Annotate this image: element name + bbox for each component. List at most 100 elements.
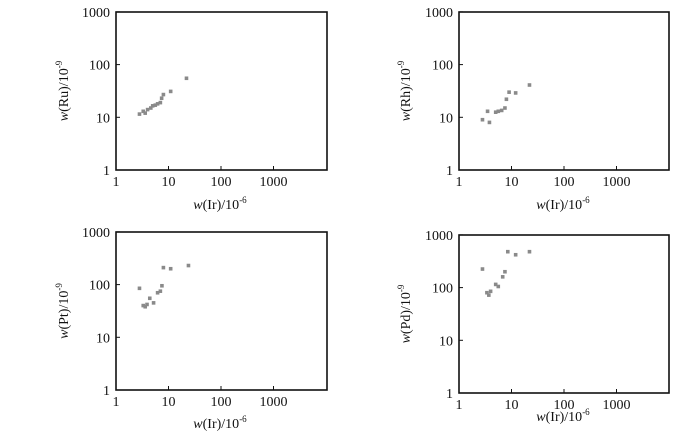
data-point [155,290,160,295]
x-axis-label: w(Ir)/10-6 [536,407,590,425]
y-tick-label: 10 [439,334,453,349]
data-point [527,249,532,254]
x-tick-label: 100 [211,175,232,190]
data-point [143,304,148,309]
data-point [158,289,163,293]
y-axis-label-exponent: -9 [54,283,64,291]
x-axis-label: w(Ir)/10-6 [536,195,590,213]
data-point [161,92,166,97]
data-point [153,103,158,107]
y-tick-label: 100 [432,282,453,297]
data-point [487,120,492,125]
y-tick-label: 1 [446,387,453,402]
x-tick-label: 10 [162,175,176,190]
y-axis-label-exponent: -9 [396,60,406,68]
data-point [488,289,493,294]
x-tick-label: 1 [113,395,120,410]
x-axis-label: w(Ir)/10-6 [193,414,247,432]
x-axis-label-text: (Ir)/10 [546,410,583,425]
x-axis-label: w(Ir)/10-6 [193,195,247,213]
data-point [141,303,146,308]
plot-frame [115,11,328,171]
y-axis-label-text: (Rh)/10 [399,68,414,112]
plot-frame [115,231,328,391]
plot-frame [458,11,670,171]
x-axis-label-exponent: -6 [582,195,590,205]
data-point [158,100,163,105]
data-point [507,90,511,94]
x-tick-label: 100 [554,398,575,413]
x-tick-label: 100 [211,395,232,410]
x-tick-label: 10 [505,398,519,413]
data-point [493,110,498,114]
data-point [141,109,146,114]
data-point [513,91,518,95]
y-tick-label: 1000 [425,229,453,244]
y-axis-label-text: (Pt)/10 [57,291,72,330]
y-axis-label-exponent: -9 [396,284,406,292]
x-tick-label: 100 [554,175,575,190]
y-axis-label-text: (Ru)/10 [57,68,72,112]
x-axis-label-text: (Ir)/10 [203,417,240,432]
y-axis-label: w(Ru)/10-9 [54,60,72,121]
data-point [527,83,532,87]
y-axis-label-italic: w [57,329,72,339]
y-tick-label: 100 [89,59,110,74]
data-point [513,252,518,257]
x-axis-label-italic: w [536,410,546,425]
y-axis-label-italic: w [399,333,414,343]
y-tick-label: 10 [96,331,110,346]
data-point [155,102,160,106]
data-point [145,107,150,112]
data-point [487,293,491,297]
y-tick-label: 1 [103,164,110,179]
x-tick-label: 10 [505,175,519,190]
data-point [137,286,142,291]
y-tick-label: 100 [89,279,110,294]
data-point [186,263,191,268]
data-point [503,269,507,274]
y-axis-label: w(Rh)/10-9 [396,60,414,121]
data-point [160,283,164,288]
x-tick-label: 1 [456,398,463,413]
x-tick-label: 10 [162,395,176,410]
data-point [159,96,164,101]
y-tick-label: 10 [96,111,110,126]
data-point [151,301,156,305]
data-point [161,265,166,270]
data-point [500,275,505,279]
y-axis-label-italic: w [399,111,414,121]
y-tick-label: 1000 [82,226,110,241]
x-axis-label-exponent: -6 [582,407,590,417]
data-point [148,106,153,110]
y-tick-label: 100 [432,59,453,74]
x-axis-label-exponent: -6 [239,195,247,205]
data-point [147,296,152,301]
data-point [150,104,155,108]
y-tick-label: 1 [103,384,110,399]
x-axis-label-exponent: -6 [239,414,247,424]
y-tick-label: 1000 [425,6,453,21]
y-axis-label-text: (Pd)/10 [399,292,414,334]
x-tick-label: 1 [113,175,120,190]
data-point [480,117,485,122]
data-point [485,290,489,295]
x-tick-label: 1000 [603,175,631,190]
data-point [168,89,173,94]
x-tick-label: 1000 [260,175,288,190]
data-point [493,282,498,287]
x-axis-label-italic: w [536,198,546,213]
data-point [184,76,189,81]
plot-frame [458,234,670,394]
x-axis-label-italic: w [193,198,203,213]
y-axis-label: w(Pt)/10-9 [54,283,72,339]
data-point [480,267,485,271]
data-point [168,266,173,271]
data-point [503,106,507,110]
x-axis-label-text: (Ir)/10 [546,198,583,213]
